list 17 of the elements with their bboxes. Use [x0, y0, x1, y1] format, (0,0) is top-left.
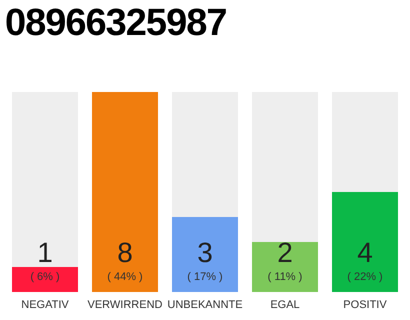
data-label: 8: [117, 237, 133, 268]
x-tick-label: NEGATIV: [21, 298, 70, 311]
annotation: ( 17% ): [187, 271, 223, 283]
bar: [12, 267, 78, 292]
data-label: 2: [277, 237, 293, 268]
annotation: ( 11% ): [268, 271, 302, 283]
chart-title: 08966325987: [5, 1, 226, 46]
data-label: 3: [197, 237, 213, 268]
x-tick-label: POSITIV: [343, 298, 388, 311]
x-tick-label: VERWIRREND: [88, 298, 163, 311]
x-tick-label: EGAL: [270, 298, 300, 311]
data-label: 1: [37, 237, 53, 268]
annotation: ( 6% ): [30, 271, 60, 283]
annotation: ( 44% ): [107, 271, 143, 283]
x-tick-label: UNBEKANNTE: [167, 298, 243, 311]
data-label: 4: [357, 237, 373, 268]
annotation: ( 22% ): [347, 271, 383, 283]
